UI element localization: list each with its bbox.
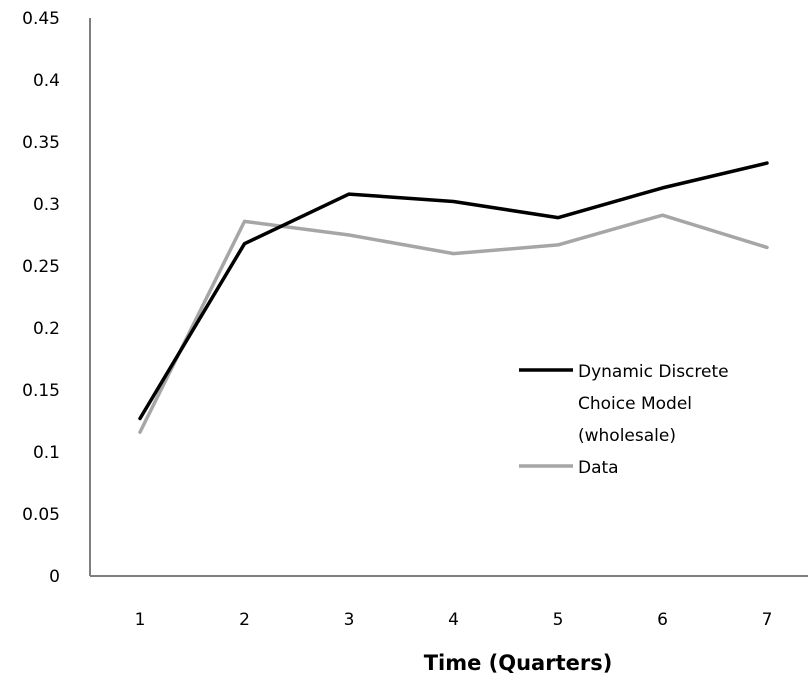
y-tick-label: 0.15 — [22, 381, 60, 401]
x-tick-label: 1 — [135, 610, 146, 630]
y-tick-label: 0.1 — [33, 443, 60, 463]
legend-label-0: (wholesale) — [578, 426, 676, 446]
x-tick-label: 5 — [553, 610, 564, 630]
series-line-0 — [138, 161, 769, 421]
y-tick-label: 0.2 — [33, 319, 60, 339]
y-tick-label: 0.35 — [22, 133, 60, 153]
x-tick-label: 3 — [344, 610, 355, 630]
series-line-1 — [138, 213, 769, 434]
y-tick-labels: 0 0.05 0.1 0.15 0.2 0.25 0.3 0.35 0.4 0.45 — [22, 9, 60, 587]
legend-label-0: Dynamic Discrete — [578, 362, 729, 382]
y-tick-label: 0 — [49, 567, 60, 587]
x-tick-label: 7 — [762, 610, 773, 630]
legend-label-1: Data — [578, 458, 619, 478]
x-tick-labels: 1 2 3 4 5 6 7 — [135, 610, 773, 630]
x-tick-label: 6 — [657, 610, 668, 630]
legend-label-0: Choice Model — [578, 394, 692, 414]
y-tick-label: 0.25 — [22, 257, 60, 277]
legend: Dynamic Discrete Choice Model (wholesale) D… — [519, 362, 729, 478]
y-tick-label: 0.05 — [22, 505, 60, 525]
y-tick-label: 0.3 — [33, 195, 60, 215]
x-tick-label: 4 — [448, 610, 459, 630]
series-lines — [138, 161, 769, 434]
x-tick-label: 2 — [239, 610, 250, 630]
y-tick-label: 0.45 — [22, 9, 60, 29]
axes — [89, 18, 808, 577]
x-axis-label: Time (Quarters) — [424, 651, 613, 675]
y-tick-label: 0.4 — [33, 71, 60, 91]
